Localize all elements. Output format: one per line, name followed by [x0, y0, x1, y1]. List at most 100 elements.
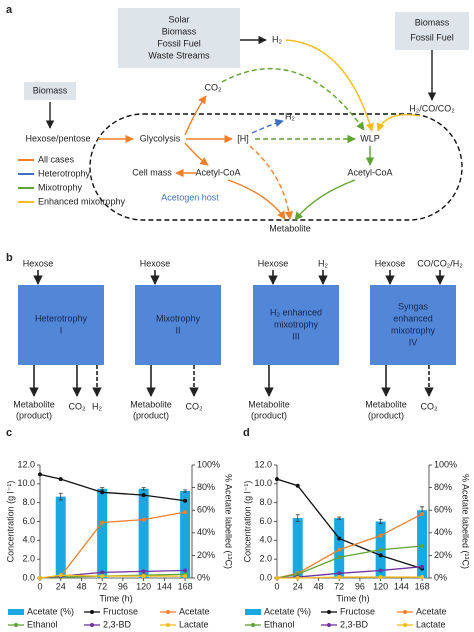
- mode-name: Heterotrophy: [35, 313, 88, 323]
- x-tick-label: 24: [56, 581, 66, 591]
- x-axis-title: Time (h): [336, 593, 369, 603]
- error-bar: [141, 487, 146, 491]
- x-tick-label: 48: [76, 581, 86, 591]
- y-tick-label: 4.0: [22, 535, 35, 545]
- y-tick-label: 0.0: [259, 572, 272, 582]
- point: [275, 477, 279, 482]
- box-text: Biomass: [415, 17, 450, 27]
- mode-name: IV: [409, 337, 418, 347]
- point: [420, 564, 425, 569]
- legend-swatch: [327, 610, 331, 614]
- output-label: CO₂: [186, 401, 204, 411]
- legend-label: Heterotrophy: [38, 168, 91, 178]
- legend-label: Ethanol: [264, 619, 295, 629]
- input-label: Hexose: [258, 258, 289, 268]
- x-tick-label: 24: [293, 581, 303, 591]
- arrow: [249, 145, 294, 220]
- legend-label: Mixotrophy: [38, 182, 83, 192]
- legend-swatch: [251, 623, 255, 627]
- node-text: H₂/CO/CO₂: [409, 103, 455, 113]
- source-box: [395, 12, 469, 50]
- point: [58, 573, 63, 578]
- point: [337, 555, 342, 560]
- point: [100, 520, 105, 525]
- y2-tick-label: 40%: [434, 527, 452, 537]
- node-text: Glycolysis: [140, 133, 181, 143]
- legend-swatch: [90, 610, 94, 614]
- legend-label: Acetate (%): [264, 606, 311, 616]
- x-tick-label: 96: [355, 581, 365, 591]
- mode-name: enhanced: [393, 313, 433, 323]
- legend-label: Ethanol: [27, 619, 58, 629]
- point: [337, 536, 342, 541]
- node-text: [H]: [237, 133, 249, 143]
- output-label: CO₂: [69, 401, 87, 411]
- mode-name: Mixotrophy: [156, 313, 201, 323]
- legend-swatch: [403, 623, 407, 627]
- legend-label: Lactate: [416, 619, 446, 629]
- arrow: [294, 179, 356, 221]
- x-tick-label: 120: [136, 581, 151, 591]
- input-label: H₂: [318, 258, 328, 268]
- error-bar: [295, 514, 300, 522]
- point: [378, 533, 383, 538]
- source-box: [24, 82, 76, 100]
- mode-box: [135, 285, 221, 365]
- y2-tick-label: 0%: [197, 572, 210, 582]
- x-tick-label: 144: [394, 581, 409, 591]
- mode-name: mixotrophy: [391, 325, 436, 335]
- node-text: Acetyl-CoA: [195, 167, 240, 177]
- input-label: CO/CO₂/H₂: [417, 258, 463, 268]
- legend-label: 2,3-BD: [103, 619, 132, 629]
- bar: [138, 488, 149, 578]
- box-text: Solar: [168, 14, 189, 24]
- node-text: Metabolite: [269, 223, 311, 233]
- box-text: Fossil Fuel: [157, 38, 201, 48]
- output-label: Metabolite: [365, 399, 407, 409]
- arrow: [184, 95, 207, 136]
- point: [183, 510, 188, 515]
- mode-box: [253, 285, 339, 365]
- node-text: WLP: [360, 133, 380, 143]
- y-tick-label: 2.0: [259, 554, 272, 564]
- output-label: (product): [16, 410, 52, 420]
- node-text: Hexose/pentose: [25, 133, 90, 143]
- arrow: [251, 118, 284, 134]
- legend-label: Acetate (%): [27, 606, 74, 616]
- point: [378, 547, 383, 552]
- x-axis-title: Time (h): [99, 593, 132, 603]
- output-label: (product): [133, 410, 169, 420]
- point: [295, 483, 300, 488]
- y2-tick-label: 20%: [434, 550, 452, 560]
- error-bar: [378, 518, 383, 525]
- legend-swatch: [166, 623, 170, 627]
- host-cell: [89, 113, 463, 221]
- y-tick-label: 2.0: [22, 554, 35, 564]
- input-label: Hexose: [140, 258, 171, 268]
- legend-swatch: [90, 623, 94, 627]
- point: [378, 568, 383, 573]
- error-bar: [183, 489, 188, 493]
- legend-label: Fructose: [103, 606, 138, 616]
- legend-swatch: [403, 610, 407, 614]
- panel-label: d: [243, 427, 250, 439]
- mode-name: H₂ enhanced: [270, 307, 322, 317]
- legend-swatch: [8, 609, 24, 615]
- legend-label: Fructose: [340, 606, 375, 616]
- panel-b: b: [6, 252, 13, 264]
- point: [141, 517, 146, 522]
- y-tick-label: 10.0: [17, 478, 35, 488]
- x-tick-label: 96: [118, 581, 128, 591]
- panel-label: a: [6, 4, 13, 16]
- output-label: Metabolite: [13, 399, 55, 409]
- y2-axis-title: % Acetate labelled (¹³C): [224, 474, 234, 569]
- y-tick-label: 12.0: [17, 459, 35, 469]
- legend-swatch: [166, 610, 170, 614]
- point: [141, 574, 146, 579]
- x-tick-label: 168: [415, 581, 430, 591]
- box-text: Biomass: [162, 26, 197, 36]
- y2-tick-label: 100%: [197, 459, 220, 469]
- point: [378, 553, 383, 558]
- output-label: Metabolite: [130, 399, 172, 409]
